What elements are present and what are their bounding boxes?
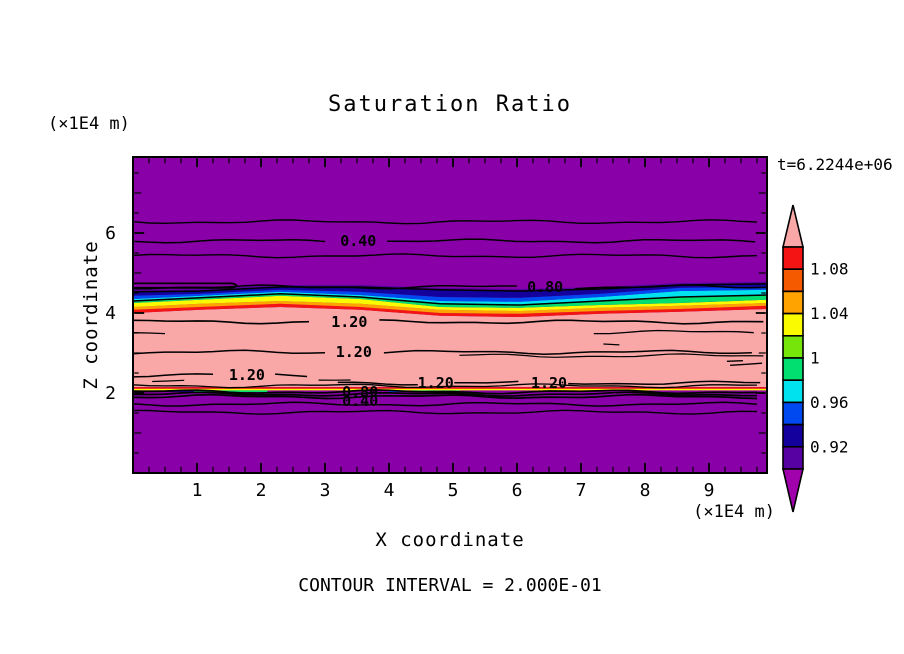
band-red xyxy=(133,303,767,317)
contour-loop xyxy=(133,282,238,289)
stripe-green xyxy=(193,390,268,392)
colorbar-tick-label: 0.96 xyxy=(810,393,849,412)
y-axis-title: Z coordinate xyxy=(80,240,102,389)
contour-line xyxy=(459,353,764,358)
contour-line xyxy=(132,401,758,407)
x-tick-label: 1 xyxy=(192,480,203,501)
axis-tick-labels: 1 2 3 4 5 6 7 8 9 2 4 6 xyxy=(105,223,714,501)
pink-region xyxy=(133,307,767,387)
contour-label: 1.20 xyxy=(229,366,265,384)
contour-label: 0.80 xyxy=(342,383,378,401)
contour-label: 1.20 xyxy=(331,313,367,331)
x-tick-label: 5 xyxy=(448,480,459,501)
plot-frame-and-ticks xyxy=(132,156,768,474)
band-boundary-line xyxy=(132,293,767,306)
contour-label: 1.20 xyxy=(531,374,567,392)
x-tick-label: 6 xyxy=(512,480,523,501)
colorbar-under-arrow xyxy=(781,468,805,513)
colorbar-segment-blue xyxy=(782,401,804,426)
colorbar-segment-yellow xyxy=(782,312,804,337)
contour-label: 0.40 xyxy=(342,392,378,410)
colorbar-segment-orange_red xyxy=(782,268,804,293)
contour-line xyxy=(574,284,767,290)
colorbar: 1.08 1.04 1 0.96 0.92 xyxy=(781,204,849,513)
contour-line xyxy=(568,380,761,386)
contour-line xyxy=(593,329,754,335)
contour-line xyxy=(132,383,758,389)
contour-line xyxy=(132,219,758,225)
contour-label: 0.40 xyxy=(340,232,376,250)
x-tick-label: 8 xyxy=(640,480,651,501)
contour-line xyxy=(132,393,758,400)
colorbar-tick-label: 1 xyxy=(810,349,820,368)
x-tick-label: 4 xyxy=(384,480,395,501)
colorbar-tick-label: 1.04 xyxy=(810,304,849,323)
colorbar-segment-orange xyxy=(782,290,804,315)
time-annotation: t=6.2244e+06 xyxy=(777,155,893,174)
contour-line xyxy=(726,360,743,362)
colorbar-segment-violet xyxy=(782,445,804,470)
colorbar-tick-label: 0.92 xyxy=(810,437,849,456)
contour-line xyxy=(387,238,756,244)
colorbar-over-arrow xyxy=(781,204,805,248)
y-axis-units-label: (×1E4 m) xyxy=(48,114,130,134)
contour-fill-bands xyxy=(132,157,767,473)
stripe-yellow xyxy=(133,388,767,391)
colorbar-segment-red xyxy=(782,246,804,271)
contour-line xyxy=(337,381,418,386)
contour-line xyxy=(454,380,519,384)
contour-label: 1.20 xyxy=(336,343,372,361)
colorbar-segment-cyan xyxy=(782,379,804,404)
x-axis-title: X coordinate xyxy=(375,529,524,551)
contour-line xyxy=(132,409,758,415)
contour-line xyxy=(132,253,758,259)
colorbar-tick-label: 1.08 xyxy=(810,260,849,279)
x-tick-label: 2 xyxy=(256,480,267,501)
y-tick-label: 6 xyxy=(105,223,116,244)
contour-interval-note: CONTOUR INTERVAL = 2.000E-01 xyxy=(298,575,601,596)
band-blue xyxy=(133,287,767,302)
y-tick-label: 4 xyxy=(105,303,116,324)
contour-lines xyxy=(132,219,767,415)
colorbar-segment-chartreuse xyxy=(782,334,804,359)
contour-line-labels: 0.400.801.201.201.20 1.20 1.200.800.40 xyxy=(229,232,567,410)
contour-line xyxy=(132,391,758,397)
x-tick-label: 3 xyxy=(320,480,331,501)
contour-line xyxy=(152,379,185,383)
contour-line xyxy=(132,349,326,355)
contour-line xyxy=(132,389,758,395)
contour-line xyxy=(132,319,310,325)
plot-border xyxy=(132,156,768,474)
contour-line xyxy=(603,343,620,346)
contour-label: 0.80 xyxy=(527,278,563,296)
stripe-red xyxy=(133,387,767,389)
contour-line xyxy=(383,349,752,355)
x-tick-label: 9 xyxy=(704,480,715,501)
x-tick-label: 7 xyxy=(576,480,587,501)
x-axis-units-label: (×1E4 m) xyxy=(693,502,775,522)
colorbar-segment-navy xyxy=(782,423,804,448)
contour-line xyxy=(730,362,763,366)
contour-line xyxy=(132,238,326,244)
band-green xyxy=(133,293,767,308)
colorbar-segment-green xyxy=(782,357,804,382)
contour-label: 1.20 xyxy=(418,374,454,392)
contour-line xyxy=(275,373,308,378)
contour-line xyxy=(379,319,764,325)
contour-line xyxy=(132,373,214,378)
plot-title: Saturation Ratio xyxy=(328,92,572,117)
y-tick-label: 2 xyxy=(105,383,116,404)
band-yellow xyxy=(133,295,767,311)
band-orange xyxy=(133,301,767,314)
